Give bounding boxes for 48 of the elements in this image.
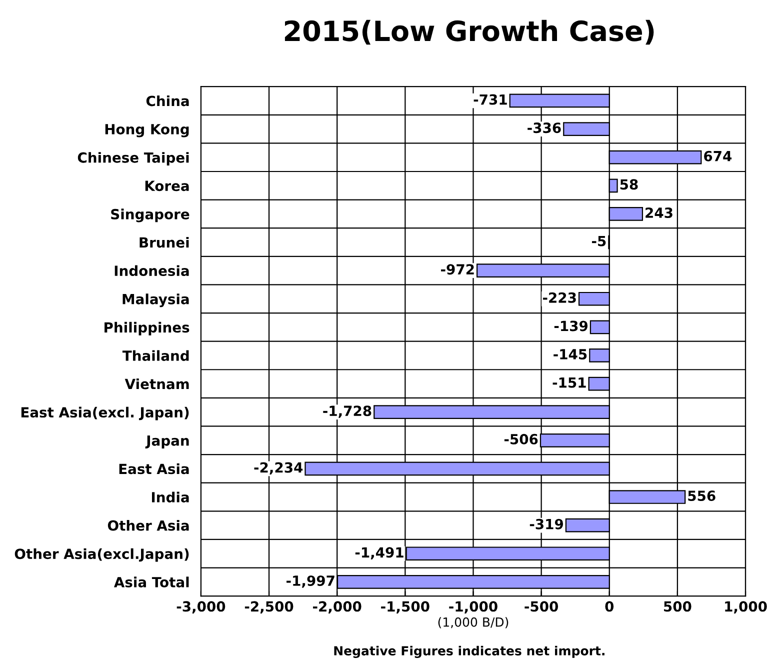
data-label: -972 — [441, 264, 474, 275]
data-label: -319 — [530, 518, 564, 530]
y-tick-label: Brunei — [140, 236, 189, 248]
data-label: -139 — [554, 320, 588, 332]
y-tick-label: Singapore — [111, 208, 190, 222]
data-label: 243 — [646, 207, 672, 218]
y-tick-label: China — [146, 95, 189, 106]
x-tick-label: 1,000 — [725, 601, 767, 614]
chart-title: 2015(Low Growth Case) — [284, 20, 654, 45]
data-label: 674 — [704, 150, 732, 162]
data-label: -336 — [528, 122, 561, 134]
data-label: -5 — [592, 236, 606, 246]
x-tick-label: -1,500 — [381, 601, 430, 614]
y-tick-label: Thailand — [122, 350, 189, 361]
y-tick-label: East Asia — [119, 463, 189, 474]
data-label: -151 — [552, 377, 586, 388]
data-label: -1,491 — [355, 547, 404, 560]
data-label: -145 — [554, 349, 587, 360]
x-tick-label: 0 — [605, 601, 614, 612]
x-axis-title: (1,000 B/D) — [438, 617, 508, 628]
data-label: -731 — [474, 94, 507, 105]
y-tick-label: Indonesia — [114, 265, 189, 276]
y-tick-label: Philippines — [104, 322, 190, 336]
data-label: 58 — [620, 179, 638, 190]
y-tick-label: Vietnam — [124, 378, 189, 390]
x-tick-label: -3,000 — [176, 601, 226, 614]
data-label: -1,997 — [286, 575, 334, 588]
x-tick-label: -2,500 — [244, 601, 294, 614]
data-label: -223 — [542, 292, 576, 303]
y-tick-label: India — [152, 492, 189, 502]
y-tick-label: Korea — [145, 180, 189, 192]
y-tick-label: Other Asia(excl.Japan) — [14, 548, 189, 562]
text: Negative Figures indicates net import. — [334, 646, 604, 658]
data-label: -2,234 — [254, 462, 303, 475]
y-tick-label: East Asia(excl. Japan) — [21, 406, 189, 420]
data-label: -1,728 — [323, 406, 372, 418]
y-tick-label: Malaysia — [122, 294, 189, 308]
x-tick-label: -2,000 — [313, 601, 362, 614]
x-tick-label: -500 — [524, 601, 558, 612]
y-tick-label: Hong Kong — [105, 124, 189, 138]
x-tick-label: -1,000 — [449, 601, 498, 614]
y-tick-label: Other Asia — [108, 520, 189, 531]
y-tick-label: Asia Total — [114, 576, 189, 588]
data-label: -506 — [504, 434, 538, 444]
x-tick-label: 500 — [664, 601, 692, 612]
y-tick-label: Chinese Taipei — [78, 152, 189, 166]
data-label: 556 — [688, 490, 716, 502]
y-tick-label: Japan — [145, 436, 189, 449]
